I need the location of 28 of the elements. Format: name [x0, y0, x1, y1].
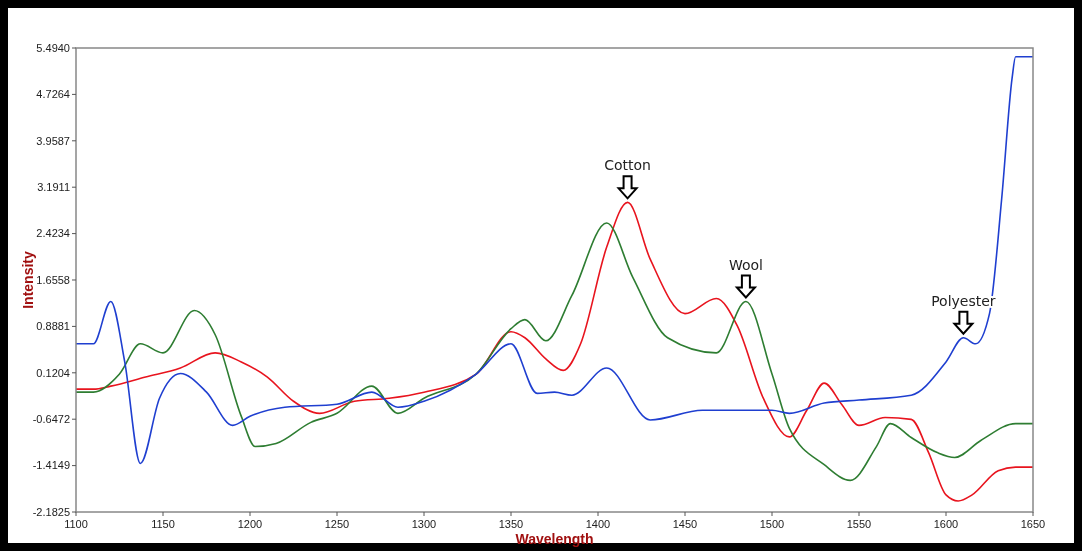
y-tick-label: -1.4149: [32, 459, 70, 472]
x-tick-label: 1500: [759, 518, 785, 530]
y-tick-label: 2.4234: [36, 227, 70, 240]
x-tick-label: 1150: [151, 518, 175, 530]
x-tick-label: 1400: [585, 518, 611, 530]
y-tick-label: 3.9587: [36, 134, 70, 147]
x-axis-title: Wavelength: [515, 531, 594, 547]
y-tick-label: 0.8881: [36, 320, 70, 333]
annotation: Wool: [728, 256, 763, 273]
x-tick-label: 1300: [411, 518, 437, 530]
line-series: [75, 55, 1034, 465]
y-axis-title: Intensity: [20, 251, 36, 309]
x-tick-label: 1250: [324, 518, 350, 530]
y-tick-label: -2.1825: [32, 505, 70, 518]
y-tick-label: 1.6558: [36, 273, 70, 286]
x-tick-label: 1650: [1020, 518, 1046, 530]
y-tick-label: -0.6472: [32, 413, 70, 426]
x-tick-label: 1350: [498, 518, 524, 530]
x-tick-label: 1600: [933, 518, 959, 530]
x-tick-label: 1450: [672, 518, 698, 530]
annotation: Cotton: [604, 157, 651, 174]
y-tick-label: 3.1911: [37, 181, 70, 194]
y-tick-label: 5.4940: [36, 41, 70, 54]
y-tick-label: 0.1204: [36, 366, 70, 379]
x-tick-label: 1550: [846, 518, 872, 530]
y-tick-label: 4.7264: [36, 88, 70, 101]
x-tick-label: 1200: [237, 518, 263, 530]
x-tick-label: 1100: [64, 518, 88, 530]
